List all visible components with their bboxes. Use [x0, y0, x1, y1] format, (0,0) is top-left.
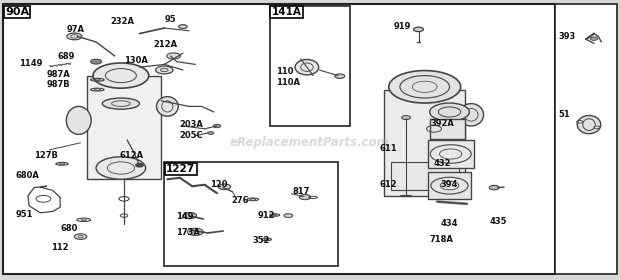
Circle shape — [430, 103, 469, 121]
Circle shape — [414, 27, 423, 32]
Text: 680: 680 — [61, 224, 78, 233]
Bar — [384, 90, 465, 196]
Circle shape — [284, 214, 293, 218]
Text: 987A: 987A — [46, 70, 70, 79]
Circle shape — [299, 195, 311, 200]
Text: 718A: 718A — [429, 235, 453, 244]
Text: 611: 611 — [379, 144, 397, 153]
Circle shape — [167, 53, 180, 59]
Bar — [391, 162, 459, 190]
Text: 432: 432 — [434, 159, 451, 168]
Text: 203A: 203A — [180, 120, 204, 129]
Circle shape — [489, 185, 499, 190]
Text: 817: 817 — [293, 187, 310, 196]
Text: 97A: 97A — [67, 25, 85, 34]
Circle shape — [91, 59, 102, 64]
Ellipse shape — [295, 60, 319, 75]
Text: 394: 394 — [440, 180, 458, 189]
Circle shape — [74, 234, 87, 239]
Circle shape — [213, 124, 221, 128]
Text: 612: 612 — [379, 180, 397, 189]
Text: 95: 95 — [164, 15, 176, 24]
Ellipse shape — [66, 106, 91, 134]
Bar — [270, 6, 350, 126]
Circle shape — [335, 74, 345, 78]
Text: 393: 393 — [558, 32, 575, 41]
Text: 680A: 680A — [16, 171, 40, 179]
Bar — [164, 162, 338, 266]
Text: 112: 112 — [51, 243, 68, 252]
Text: 51: 51 — [558, 110, 570, 119]
Text: 110A: 110A — [276, 78, 300, 87]
Circle shape — [93, 63, 149, 88]
Circle shape — [136, 164, 143, 167]
Bar — [428, 172, 471, 199]
Text: 912: 912 — [257, 211, 275, 220]
Bar — [428, 140, 474, 168]
Bar — [3, 4, 555, 274]
Text: 110: 110 — [276, 67, 293, 76]
Text: 90A: 90A — [5, 7, 29, 17]
Text: 120: 120 — [210, 180, 227, 189]
Circle shape — [179, 25, 187, 29]
Text: 612A: 612A — [119, 151, 143, 160]
Bar — [430, 119, 465, 139]
Ellipse shape — [577, 115, 601, 134]
Text: 276: 276 — [231, 196, 249, 205]
Text: 689: 689 — [57, 52, 74, 60]
Text: 232A: 232A — [110, 17, 135, 25]
Ellipse shape — [459, 104, 484, 126]
Ellipse shape — [156, 97, 179, 116]
Text: 1227: 1227 — [166, 164, 195, 174]
Circle shape — [183, 213, 197, 219]
Circle shape — [208, 132, 214, 134]
Circle shape — [402, 116, 410, 120]
Bar — [87, 76, 161, 179]
Text: 141A: 141A — [272, 7, 301, 17]
Text: 392A: 392A — [431, 119, 455, 128]
Text: eReplacementParts.com: eReplacementParts.com — [230, 136, 390, 149]
Text: 951: 951 — [16, 210, 33, 219]
Circle shape — [67, 33, 82, 40]
Circle shape — [187, 228, 203, 235]
Text: 130A: 130A — [124, 56, 148, 65]
Text: 434: 434 — [440, 220, 458, 228]
Circle shape — [156, 66, 173, 74]
Text: 149: 149 — [176, 212, 193, 221]
Text: 205C: 205C — [180, 131, 203, 140]
Text: 987B: 987B — [46, 80, 70, 88]
Text: 212A: 212A — [154, 40, 178, 49]
Text: 127B: 127B — [34, 151, 58, 160]
Text: 435: 435 — [490, 217, 507, 226]
Ellipse shape — [102, 98, 140, 109]
Text: 1149: 1149 — [19, 59, 42, 67]
Text: 352: 352 — [252, 236, 270, 245]
Circle shape — [96, 157, 146, 179]
Circle shape — [389, 71, 461, 103]
Circle shape — [590, 37, 598, 40]
Text: 173A: 173A — [176, 228, 200, 237]
Bar — [555, 4, 617, 274]
Circle shape — [218, 184, 231, 190]
Text: 919: 919 — [394, 22, 411, 31]
